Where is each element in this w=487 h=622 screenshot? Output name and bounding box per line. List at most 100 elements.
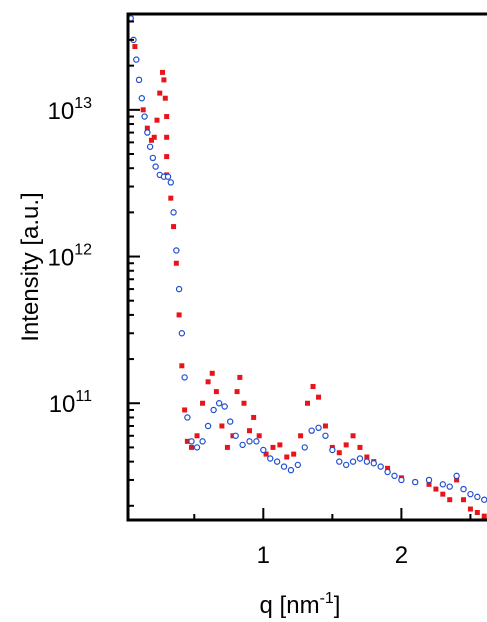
data-point bbox=[363, 458, 371, 465]
data-point bbox=[398, 476, 405, 484]
data-point bbox=[454, 477, 460, 483]
data-point bbox=[336, 450, 342, 456]
data-point bbox=[447, 497, 453, 503]
y-tick-label: 1013 bbox=[48, 95, 93, 125]
data-point bbox=[460, 485, 467, 493]
data-point bbox=[176, 312, 182, 318]
data-point bbox=[167, 179, 175, 186]
data-point bbox=[350, 433, 356, 439]
data-point bbox=[181, 374, 188, 381]
data-point bbox=[170, 209, 177, 216]
data-point bbox=[234, 389, 240, 395]
data-point bbox=[132, 44, 138, 50]
x-axis-title-suffix: ] bbox=[334, 592, 341, 619]
data-point bbox=[144, 129, 151, 136]
data-point bbox=[474, 493, 481, 501]
data-point bbox=[263, 451, 269, 457]
data-point bbox=[154, 117, 160, 123]
y-tick-exponent: 12 bbox=[74, 242, 92, 259]
data-point bbox=[164, 114, 170, 120]
data-point bbox=[267, 455, 274, 462]
data-point bbox=[439, 481, 447, 488]
data-point bbox=[152, 163, 159, 170]
data-point bbox=[270, 444, 276, 450]
data-point bbox=[140, 107, 146, 113]
data-point bbox=[467, 506, 473, 512]
data-point bbox=[171, 224, 177, 230]
data-point bbox=[291, 451, 297, 457]
data-point bbox=[329, 446, 336, 454]
x-axis-title-text: q [nm bbox=[260, 592, 320, 619]
data-point bbox=[164, 134, 170, 140]
data-point bbox=[175, 285, 183, 293]
data-point bbox=[253, 438, 260, 445]
plot-area bbox=[128, 15, 487, 519]
y-tick-base: 10 bbox=[49, 391, 76, 418]
x-axis-title: q [nm-1] bbox=[260, 590, 341, 619]
data-point bbox=[453, 472, 460, 480]
data-point bbox=[146, 143, 154, 150]
data-point bbox=[164, 154, 170, 160]
data-point bbox=[133, 56, 140, 63]
data-point bbox=[426, 481, 432, 487]
y-tick-exponent: 13 bbox=[74, 95, 92, 112]
data-point bbox=[440, 491, 446, 497]
data-point bbox=[184, 414, 191, 421]
data-point bbox=[173, 247, 180, 254]
data-point bbox=[168, 195, 174, 201]
data-point bbox=[193, 444, 201, 451]
data-point bbox=[446, 483, 453, 490]
data-point bbox=[138, 95, 146, 102]
data-point bbox=[149, 154, 157, 162]
data-point bbox=[239, 441, 246, 449]
data-point bbox=[210, 406, 217, 414]
y-tick-base: 10 bbox=[48, 245, 75, 272]
data-point bbox=[391, 472, 398, 480]
data-point bbox=[161, 77, 167, 83]
data-point bbox=[246, 438, 253, 445]
data-point bbox=[151, 134, 157, 140]
data-point bbox=[425, 476, 433, 484]
data-point bbox=[200, 400, 206, 406]
data-point bbox=[182, 407, 188, 413]
data-point bbox=[284, 454, 290, 460]
data-point bbox=[277, 442, 283, 448]
data-point bbox=[232, 432, 239, 439]
data-point bbox=[204, 422, 212, 430]
data-point bbox=[173, 260, 179, 266]
data-point bbox=[356, 455, 364, 462]
data-point bbox=[343, 442, 349, 448]
data-point bbox=[287, 466, 295, 474]
data-point bbox=[273, 458, 281, 465]
data-point bbox=[178, 330, 186, 337]
data-point bbox=[157, 90, 163, 96]
data-point bbox=[260, 446, 267, 454]
data-point bbox=[199, 438, 206, 445]
data-point bbox=[474, 509, 480, 515]
data-point bbox=[322, 432, 329, 439]
data-point bbox=[481, 496, 487, 503]
y-tick-exponent: 11 bbox=[75, 388, 92, 405]
data-point bbox=[298, 433, 304, 439]
y-tick-base: 10 bbox=[48, 98, 75, 125]
data-point bbox=[412, 478, 419, 486]
data-point bbox=[377, 463, 384, 470]
data-point bbox=[251, 414, 257, 420]
data-point bbox=[144, 125, 150, 131]
data-point bbox=[280, 463, 288, 470]
data-point bbox=[135, 76, 143, 84]
data-point bbox=[215, 400, 223, 407]
data-point bbox=[241, 400, 247, 406]
data-point bbox=[219, 423, 225, 429]
data-point bbox=[310, 384, 316, 390]
data-point bbox=[141, 113, 148, 120]
data-point bbox=[461, 497, 467, 503]
data-point bbox=[385, 465, 391, 471]
data-point bbox=[467, 490, 474, 498]
data-point bbox=[481, 513, 487, 519]
x-tick-label: 2 bbox=[395, 542, 408, 569]
data-point bbox=[256, 433, 262, 439]
data-point bbox=[194, 433, 200, 439]
data-point bbox=[301, 444, 308, 451]
